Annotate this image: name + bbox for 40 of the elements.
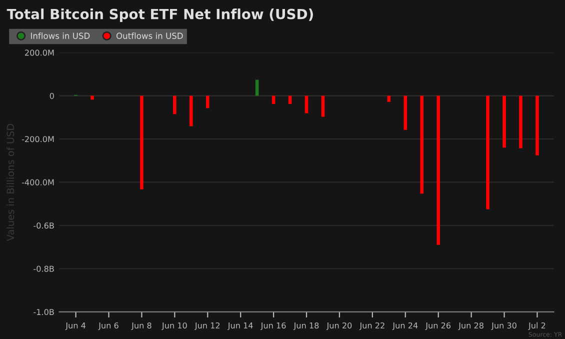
x-tick-label: Jul 2: [528, 322, 546, 330]
y-tick-label: -1.0B: [34, 308, 54, 316]
x-tick-label: Jun 16: [260, 322, 286, 330]
bar: [206, 96, 210, 108]
legend-label: Inflows in USD: [31, 32, 90, 39]
bar: [387, 96, 391, 102]
y-tick-label: 200.0M: [25, 50, 54, 56]
y-tick-label: 0: [50, 92, 54, 99]
x-tick-label: Jun 30: [491, 322, 516, 330]
bar: [140, 96, 144, 190]
bar: [536, 96, 539, 156]
chart-title: Total Bitcoin Spot ETF Net Inflow (USD): [6, 8, 313, 22]
bar: [190, 96, 193, 126]
y-tick-label: -400.0M: [22, 179, 54, 186]
x-tick-label: Jun 4: [65, 322, 86, 330]
bar: [420, 96, 424, 194]
bar: [173, 96, 176, 114]
x-tick-label: Jun 6: [98, 322, 118, 330]
bar: [436, 96, 440, 245]
x-tick-label: Jun 20: [326, 322, 352, 330]
bar: [502, 96, 506, 148]
bar: [304, 96, 308, 114]
bar: [486, 96, 490, 210]
legend-label: Outflows in USD: [116, 32, 183, 39]
y-tick-label: -0.6B: [34, 222, 54, 229]
x-tick-label: Jun 24: [392, 322, 418, 330]
x-tick-label: Jun 12: [194, 322, 220, 330]
x-tick-label: Jun 14: [227, 322, 253, 330]
x-tick-label: Jun 28: [458, 322, 484, 330]
y-tick-label: -200.0M: [22, 136, 54, 142]
bar: [404, 96, 408, 130]
y-tick-label: -0.8B: [34, 266, 54, 272]
x-tick-label: Jun 8: [131, 322, 152, 330]
bar: [255, 80, 259, 96]
x-tick-label: Jun 18: [293, 322, 319, 330]
bar: [90, 96, 94, 100]
x-tick-label: Jun 10: [162, 322, 187, 330]
bar: [519, 96, 522, 148]
x-tick-label: Jun 22: [359, 322, 384, 330]
x-tick-label: Jun 26: [425, 322, 451, 330]
